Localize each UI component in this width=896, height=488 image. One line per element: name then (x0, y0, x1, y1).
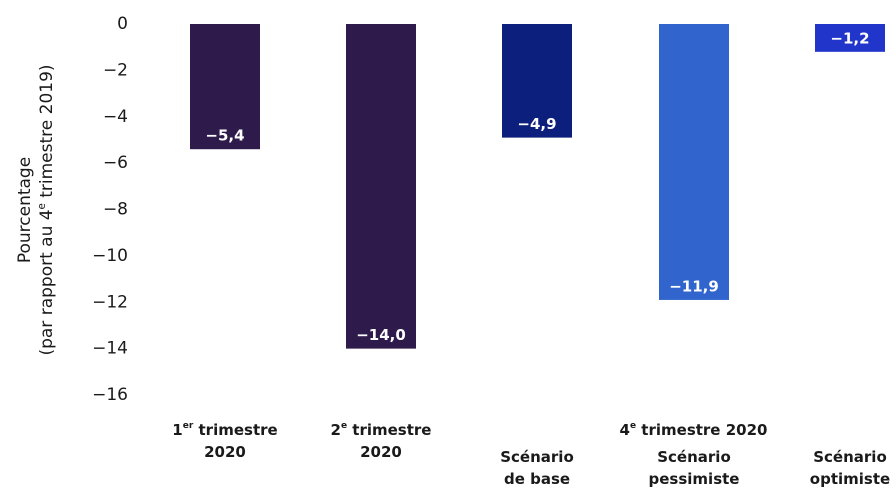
group-label: 4e trimestre 2020 (620, 421, 768, 439)
y-tick-label: −12 (92, 292, 128, 312)
y-tick-label: −6 (103, 153, 128, 173)
value-label: −1,2 (830, 29, 869, 47)
y-tick-label: −14 (92, 339, 128, 359)
y-tick-label: −16 (92, 385, 128, 405)
bar (815, 24, 885, 52)
y-tick-label: −8 (103, 200, 128, 220)
y-tick-label: −2 (103, 60, 128, 80)
x-tick-label: Scénario optimiste (810, 448, 890, 488)
bar (502, 24, 572, 138)
value-label: −14,0 (356, 326, 406, 344)
bar (659, 24, 729, 300)
x-tick-label: 1er trimestre 2020 (172, 421, 277, 461)
value-label: −11,9 (669, 277, 719, 295)
bar (346, 24, 416, 349)
y-tick-label: −4 (103, 107, 128, 127)
y-tick-label: 0 (117, 14, 128, 34)
x-tick-label: 2e trimestre 2020 (331, 421, 432, 461)
x-tick-label: Scénario pessimiste (649, 448, 740, 488)
value-label: −5,4 (205, 127, 244, 145)
x-tick-label: Scénario de base (500, 448, 574, 488)
value-label: −4,9 (517, 115, 556, 133)
bar (190, 24, 260, 150)
y-tick-label: −10 (92, 246, 128, 266)
y-axis-label: Pourcentage (par rapport au 4e trimestre … (15, 64, 57, 355)
